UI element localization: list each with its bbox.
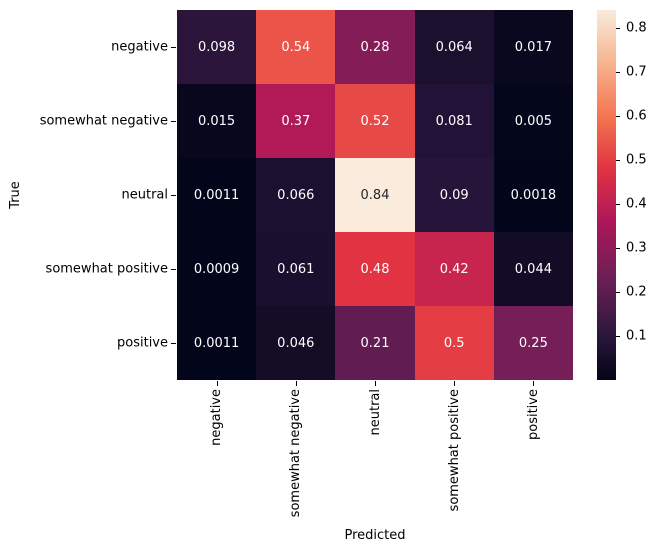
cell-value: 0.09 xyxy=(439,187,469,203)
x-tick-label: negative xyxy=(209,389,225,446)
heatmap-cell: 0.061 xyxy=(256,232,336,306)
tick-mark xyxy=(295,381,297,386)
cell-value: 0.061 xyxy=(277,261,315,277)
colorbar-tick-label: 0.6 xyxy=(626,108,647,124)
cell-value: 0.54 xyxy=(281,39,311,55)
colorbar xyxy=(597,10,616,380)
cell-value: 0.0009 xyxy=(193,261,240,277)
heatmap-cell: 0.52 xyxy=(335,84,415,158)
heatmap-cell: 0.0018 xyxy=(493,158,573,232)
heatmap-cell: 0.0009 xyxy=(177,232,257,306)
heatmap-cell: 0.5 xyxy=(414,306,494,380)
cell-value: 0.015 xyxy=(197,113,236,129)
heatmap-cell: 0.064 xyxy=(414,10,494,84)
heatmap-cell: 0.42 xyxy=(414,232,494,306)
cell-value: 0.066 xyxy=(277,187,315,203)
heatmap-cell: 0.046 xyxy=(256,306,336,380)
heatmap-cell: 0.25 xyxy=(493,306,573,380)
y-tick-label: somewhat negative xyxy=(39,113,168,129)
heatmap-cell: 0.066 xyxy=(256,158,336,232)
tick-mark xyxy=(616,248,620,250)
heatmap-cell: 0.081 xyxy=(414,84,494,158)
heatmap-cell: 0.48 xyxy=(335,232,415,306)
tick-mark xyxy=(533,381,535,386)
x-axis-title: Predicted xyxy=(344,528,406,543)
y-axis-title: True xyxy=(8,181,23,209)
tick-mark xyxy=(616,336,620,338)
colorbar-tick-label: 0.3 xyxy=(626,240,647,256)
cell-value: 0.42 xyxy=(439,261,469,277)
heatmap-cell: 0.017 xyxy=(493,10,573,84)
tick-mark xyxy=(616,204,620,206)
tick-mark xyxy=(171,195,176,196)
y-tick-label: somewhat positive xyxy=(45,261,168,277)
tick-mark xyxy=(375,381,376,386)
heatmap-cell: 0.37 xyxy=(256,84,336,158)
colorbar-tick-label: 0.8 xyxy=(626,20,647,36)
cell-value: 0.098 xyxy=(197,39,236,55)
cell-value: 0.52 xyxy=(360,113,390,129)
tick-mark xyxy=(171,121,176,122)
heatmap-cell: 0.84 xyxy=(335,158,415,232)
cell-value: 0.48 xyxy=(360,261,390,277)
cell-value: 0.0011 xyxy=(193,335,240,351)
colorbar-tick-label: 0.2 xyxy=(626,284,647,300)
heatmap-cell: 0.015 xyxy=(177,84,257,158)
cell-value: 0.0018 xyxy=(510,187,557,203)
cell-value: 0.064 xyxy=(435,39,473,55)
y-tick-label: positive xyxy=(117,335,168,351)
heatmap-cell: 0.54 xyxy=(256,10,336,84)
colorbar-tick-label: 0.4 xyxy=(626,196,647,212)
y-tick-label: negative xyxy=(111,39,168,55)
x-tick-label: neutral xyxy=(367,389,383,436)
heatmap-cell: 0.044 xyxy=(493,232,573,306)
cell-value: 0.28 xyxy=(360,39,390,55)
colorbar-tick-label: 0.5 xyxy=(626,152,647,168)
cell-value: 0.005 xyxy=(514,113,552,129)
tick-mark xyxy=(616,292,620,294)
x-tick-label: somewhat negative xyxy=(288,389,304,518)
x-tick-label: somewhat positive xyxy=(446,389,462,512)
heatmap-cell: 0.0011 xyxy=(177,158,257,232)
heatmap-cell: 0.098 xyxy=(177,10,257,84)
tick-mark xyxy=(616,71,620,73)
tick-mark xyxy=(171,269,176,270)
heatmap-cell: 0.28 xyxy=(335,10,415,84)
tick-mark xyxy=(454,381,456,386)
tick-mark xyxy=(171,343,176,344)
tick-mark xyxy=(616,27,620,29)
cell-value: 0.0011 xyxy=(193,187,240,203)
x-tick-label: positive xyxy=(525,389,541,440)
heatmap-cell: 0.21 xyxy=(335,306,415,380)
tick-mark xyxy=(616,159,620,161)
tick-mark xyxy=(616,115,620,117)
cell-value: 0.84 xyxy=(360,187,390,203)
heatmap-cell: 0.09 xyxy=(414,158,494,232)
cell-value: 0.017 xyxy=(514,39,552,55)
tick-mark xyxy=(216,381,218,386)
tick-mark xyxy=(171,47,176,48)
colorbar-tick-label: 0.1 xyxy=(626,328,647,344)
y-tick-label: neutral xyxy=(121,187,169,203)
cell-value: 0.37 xyxy=(281,113,311,129)
heatmap-cell: 0.0011 xyxy=(177,306,257,380)
heatmap-cell: 0.005 xyxy=(493,84,573,158)
cell-value: 0.044 xyxy=(514,261,552,277)
cell-value: 0.046 xyxy=(277,335,315,351)
cell-value: 0.21 xyxy=(360,335,390,351)
cell-value: 0.25 xyxy=(518,335,548,351)
cell-value: 0.081 xyxy=(435,113,473,129)
heatmap-grid: 0.098 0.54 0.28 0.064 0.017 0.015 0.37 0.52 0.08… xyxy=(177,10,573,380)
cell-value: 0.5 xyxy=(443,335,465,351)
colorbar-tick-label: 0.7 xyxy=(626,64,647,80)
